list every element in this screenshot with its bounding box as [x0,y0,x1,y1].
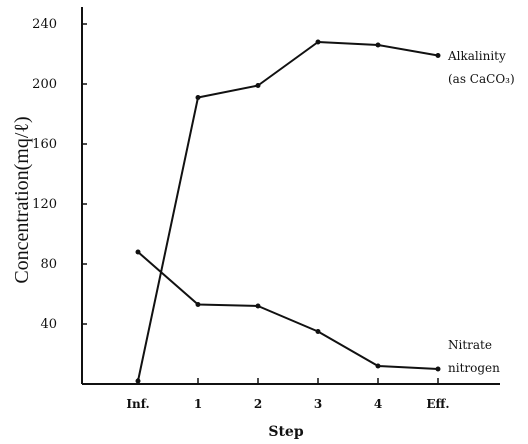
data-point [255,83,261,88]
series-label: nitrogen [448,361,500,375]
series-line-2 [137,251,439,370]
data-point [135,378,141,384]
data-point [375,363,381,369]
series-line-1 [137,41,439,382]
data-point [195,95,201,100]
data-point [195,302,201,307]
chart-axes [81,7,500,385]
data-point [435,366,441,372]
x-axis-label: Step [268,424,303,440]
data-point [315,39,321,45]
x-tick-label: 3 [314,397,322,411]
x-tick-label: 1 [194,397,202,411]
data-point [255,303,261,309]
series-label: Nitrate [448,338,492,352]
x-ticks: Inf. 1 2 3 4 Eff. [126,378,450,411]
x-tick-label: Eff. [426,397,449,411]
series-label: Alkalinity [447,49,506,63]
data-point [135,249,141,255]
y-tick-label: 240 [32,17,57,32]
x-tick-label: 2 [254,397,262,411]
x-tick-label: 4 [374,397,382,411]
x-tick-label: Inf. [126,397,149,411]
y-tick-label: 160 [32,137,57,152]
series-group: Alkalinity (as CaCO₃) Nitrate nitrogen [135,39,515,384]
data-point [375,42,381,48]
y-axis-label: Concentration(mq/ℓ) [11,116,33,283]
data-point [315,329,321,334]
y-tick-label: 120 [32,197,57,212]
y-ticks: 40 80 120 160 200 240 [32,17,87,332]
y-tick-label: 80 [40,257,57,272]
data-point [435,53,441,58]
y-tick-label: 200 [32,77,57,92]
series-label: (as CaCO₃) [448,72,515,86]
y-tick-label: 40 [40,317,57,332]
